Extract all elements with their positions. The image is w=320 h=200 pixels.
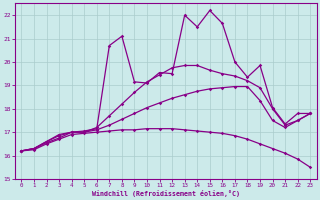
X-axis label: Windchill (Refroidissement éolien,°C): Windchill (Refroidissement éolien,°C) [92, 190, 240, 197]
